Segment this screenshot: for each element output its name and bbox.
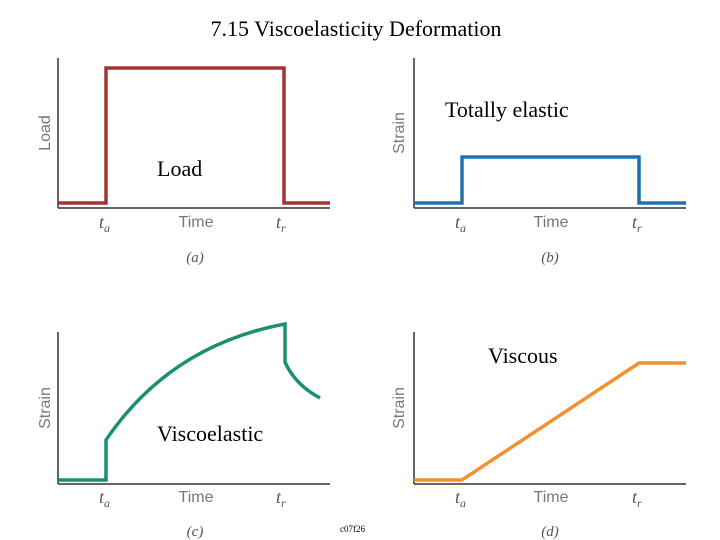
- panel-d-curve: [414, 361, 686, 482]
- panel-c: Strain Time ta tr (c): [37, 321, 330, 540]
- panel-b-curve: [414, 155, 686, 205]
- page-title: 7.15 Viscoelasticity Deformation: [210, 16, 502, 41]
- panel-d: Strain Time ta tr (d): [391, 332, 686, 540]
- panel-b-caption: (b): [541, 250, 559, 266]
- panel-c-ylabel: Strain: [37, 387, 54, 429]
- panel-b-xlabel: Time: [534, 214, 569, 231]
- panel-d-tr-label: tr: [632, 487, 642, 510]
- panel-d-ylabel: Strain: [391, 387, 408, 429]
- panel-d-caption: (d): [541, 524, 559, 540]
- panel-a-xlabel: Time: [179, 214, 214, 231]
- overlay-viscoelastic: Viscoelastic: [157, 421, 264, 447]
- panel-a-curve: [58, 66, 330, 205]
- figure-code-label: c07f26: [340, 524, 365, 534]
- panel-c-tr-label: tr: [276, 487, 286, 510]
- panel-c-curve: [58, 321, 321, 482]
- panel-a-caption: (a): [186, 250, 204, 266]
- panel-a-ylabel: Load: [37, 115, 54, 151]
- panel-a-ta-label: ta: [99, 212, 110, 235]
- panel-b-ta-label: ta: [455, 212, 466, 235]
- overlay-load: Load: [157, 156, 203, 182]
- overlay-viscous: Viscous: [488, 343, 558, 369]
- panel-a-tr-label: tr: [276, 212, 286, 235]
- overlay-totally-elastic: Totally elastic: [445, 97, 569, 123]
- panel-b: Strain Time ta tr (b): [391, 58, 686, 266]
- panel-d-ta-label: ta: [455, 487, 466, 510]
- panel-b-tr-label: tr: [632, 212, 642, 235]
- panel-c-ta-label: ta: [99, 487, 110, 510]
- panel-d-xlabel: Time: [534, 489, 569, 506]
- panel-b-ylabel: Strain: [391, 112, 408, 154]
- panel-c-caption: (c): [187, 524, 204, 540]
- panel-c-xlabel: Time: [179, 489, 214, 506]
- panel-a: Load Time ta tr (a): [37, 58, 330, 266]
